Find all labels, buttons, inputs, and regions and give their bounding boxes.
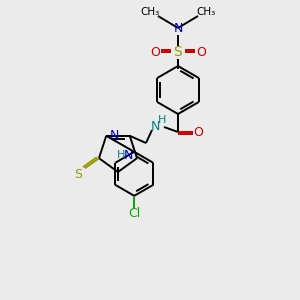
Text: H: H <box>158 115 166 125</box>
Text: S: S <box>174 45 182 59</box>
Text: N: N <box>110 129 119 142</box>
Text: Cl: Cl <box>128 207 140 220</box>
Text: CH₃: CH₃ <box>196 7 216 17</box>
Text: CH₃: CH₃ <box>140 7 160 17</box>
Text: N: N <box>150 121 160 134</box>
Text: O: O <box>196 46 206 59</box>
Text: N: N <box>173 22 183 34</box>
Text: H: H <box>117 150 125 160</box>
Text: N: N <box>123 149 133 162</box>
Text: S: S <box>74 168 82 181</box>
Text: O: O <box>150 46 160 59</box>
Text: O: O <box>193 127 203 140</box>
